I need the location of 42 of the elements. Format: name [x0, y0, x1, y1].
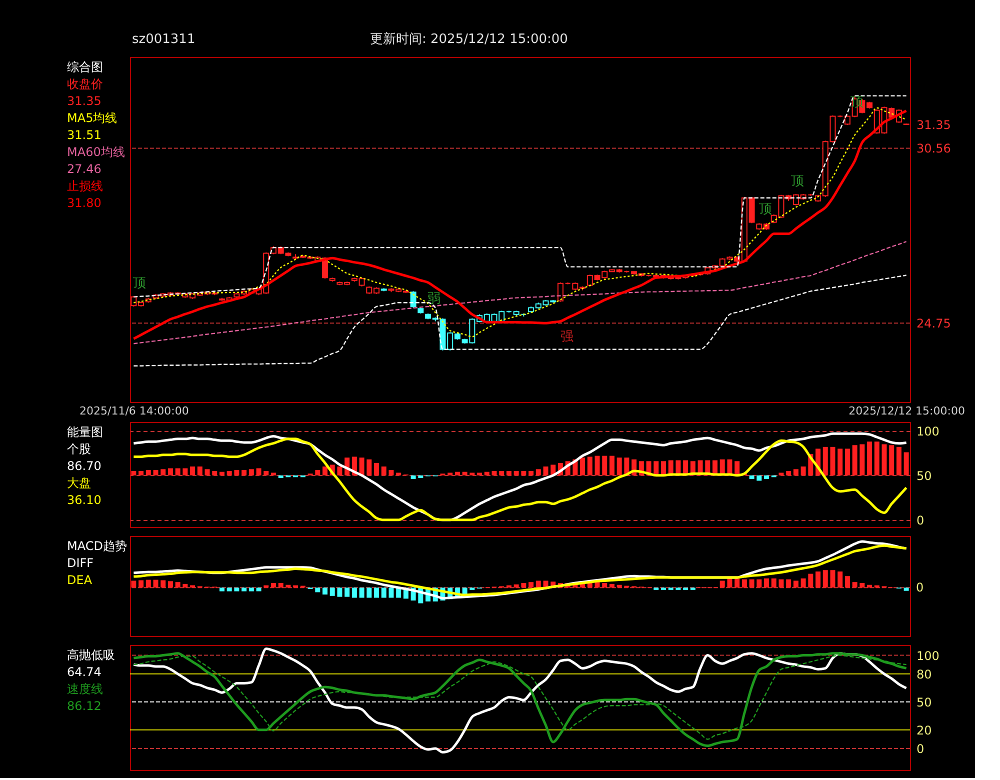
text: 31.80 — [67, 196, 102, 210]
text: 个股 — [67, 442, 91, 456]
text: 速度线 — [67, 682, 103, 696]
text: 收盘价 — [67, 77, 103, 91]
y-tick-label: 50 — [916, 695, 932, 710]
legend-title: 综合图 — [67, 60, 103, 74]
text: 64.74 — [67, 665, 102, 679]
text: 31.35 — [67, 94, 102, 108]
text: 止损线 — [67, 179, 103, 193]
legend-title: MACD趋势 — [67, 539, 127, 553]
y-tick-label: 100 — [916, 424, 940, 438]
y-tick-label: 0 — [916, 513, 924, 528]
chart-title: sz001311 — [132, 32, 196, 47]
y-tick-label: 80 — [916, 667, 932, 682]
y-tick-label: 24.75 — [916, 316, 951, 331]
text: 大盘 — [67, 476, 91, 490]
y-tick-label: 31.35 — [916, 118, 951, 132]
text: MA5均线 — [67, 111, 118, 125]
series-label: 高抛低吸 — [67, 648, 115, 662]
y-tick-label: 100 — [916, 648, 940, 663]
annotation: 弱 — [428, 292, 441, 306]
annotation: 顶 — [791, 174, 804, 190]
annotation: 强 — [560, 329, 574, 344]
annotation: 顶 — [759, 202, 772, 217]
text: 27.46 — [67, 162, 102, 176]
text: DEA — [67, 573, 93, 587]
x-tick-label: 2025/12/12 15:00:00 — [848, 404, 965, 418]
text: DIFF — [67, 556, 94, 570]
annotation: 顶 — [850, 94, 864, 110]
chart-subtitle: 更新时间: 2025/12/12 15:00:00 — [370, 32, 568, 47]
y-tick-label: 30.56 — [916, 142, 951, 156]
annotation: 顶 — [132, 276, 146, 291]
legend-title: 能量图 — [67, 425, 103, 439]
text: 86.12 — [67, 699, 102, 713]
x-tick-label: 2025/11/6 14:00:00 — [80, 404, 189, 418]
text: 36.10 — [67, 493, 102, 507]
text: 86.70 — [67, 459, 102, 473]
y-tick-label: 50 — [916, 468, 932, 483]
text: MA60均线 — [67, 145, 125, 159]
y-tick-label: 20 — [916, 723, 932, 738]
y-tick-label: 0 — [916, 742, 924, 756]
text: 31.51 — [67, 128, 102, 142]
